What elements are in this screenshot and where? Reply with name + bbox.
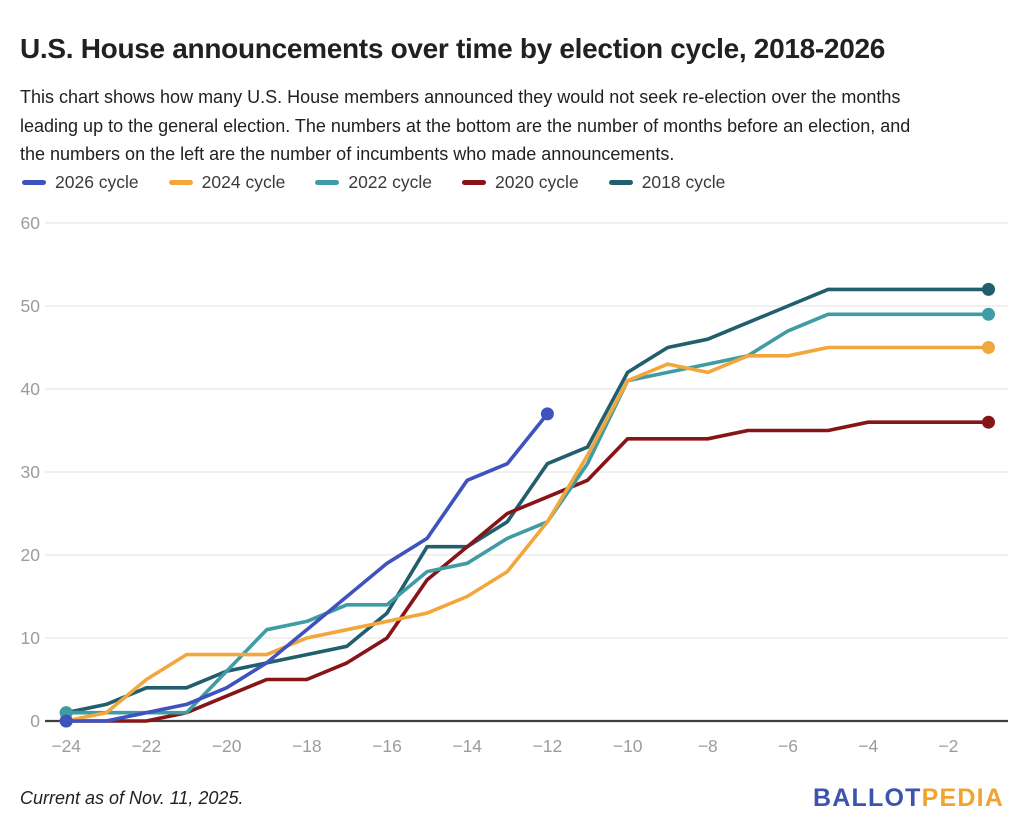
legend-label: 2020 cycle: [495, 172, 579, 192]
x-axis-tick-label: −24: [51, 736, 81, 756]
series-end-dot-2020-cycle: [982, 415, 995, 429]
legend-label: 2022 cycle: [348, 172, 433, 192]
logo-ballot: BALLOT: [813, 784, 922, 812]
x-axis-tick-label: −18: [292, 736, 322, 756]
page-title: U.S. House announcements over time by el…: [20, 32, 886, 64]
y-axis-tick-label: 60: [21, 213, 41, 233]
series-line-2020-cycle: [64, 420, 991, 723]
legend-item-2018-cycle: 2018 cycle: [608, 172, 726, 193]
legend-item-2026-cycle: 2026 cycle: [22, 172, 139, 193]
x-axis-tick-label: −20: [212, 736, 242, 756]
chart-description-line: the numbers on the left are the number o…: [20, 144, 675, 164]
series-line-2022-cycle: [64, 312, 991, 715]
legend-item-2020-cycle: 2020 cycle: [462, 172, 579, 193]
chart-description-line: leading up to the general election. The …: [20, 115, 911, 136]
chart-description: This chart shows how many U.S. House mem…: [20, 83, 910, 169]
x-axis-tick-label: −22: [132, 736, 162, 756]
ballotpedia-logo: BALLOTPEDIA: [813, 784, 1004, 813]
x-axis-tick-label: −4: [858, 736, 878, 756]
legend-swatch: [462, 180, 487, 185]
y-axis-tick-label: 20: [21, 545, 41, 565]
y-axis-tick-label: 30: [21, 462, 41, 482]
legend-label: 2018 cycle: [641, 172, 726, 192]
y-axis-tick-label: 10: [21, 628, 41, 648]
series-line-2026-cycle: [64, 412, 550, 723]
legend-swatch: [168, 180, 193, 185]
x-axis-tick-label: −12: [533, 736, 563, 756]
chart-description-line: This chart shows how many U.S. House mem…: [20, 87, 901, 107]
x-axis-tick-label: −10: [613, 736, 643, 756]
series-end-dot-2022-cycle: [982, 307, 995, 321]
series-end-dot-2026-cycle: [540, 407, 554, 421]
series-line-2018-cycle: [64, 287, 991, 715]
series-end-dot-2024-cycle: [982, 341, 995, 354]
series-end-dot-2018-cycle: [982, 282, 995, 296]
x-axis-tick-label: −8: [698, 736, 718, 756]
series-line-2024-cycle: [64, 345, 991, 723]
y-axis-tick-label: 50: [21, 296, 41, 316]
x-axis-tick-label: −6: [778, 736, 798, 756]
legend-swatch: [608, 180, 633, 185]
legend-swatch: [315, 180, 340, 185]
y-axis-tick-label: 40: [21, 379, 41, 399]
legend-item-2022-cycle: 2022 cycle: [315, 172, 432, 193]
legend-swatch: [22, 180, 46, 185]
logo-pedia: PEDIA: [921, 784, 1004, 812]
legend-label: 2026 cycle: [55, 172, 139, 192]
legend-label: 2024 cycle: [201, 172, 286, 192]
x-axis-tick-label: −2: [938, 736, 958, 756]
x-axis-tick-label: −14: [452, 736, 482, 756]
series-start-dot-2026-cycle: [59, 714, 73, 728]
legend-item-2024-cycle: 2024 cycle: [168, 172, 286, 193]
chart-legend: 2026 cycle 2024 cycle 2022 cycle 2020 cycle…: [22, 172, 725, 193]
x-axis-tick-label: −16: [372, 736, 402, 756]
current-as-of-note: Current as of Nov. 11, 2025.: [20, 788, 244, 808]
y-axis-tick-label: 0: [30, 711, 40, 731]
